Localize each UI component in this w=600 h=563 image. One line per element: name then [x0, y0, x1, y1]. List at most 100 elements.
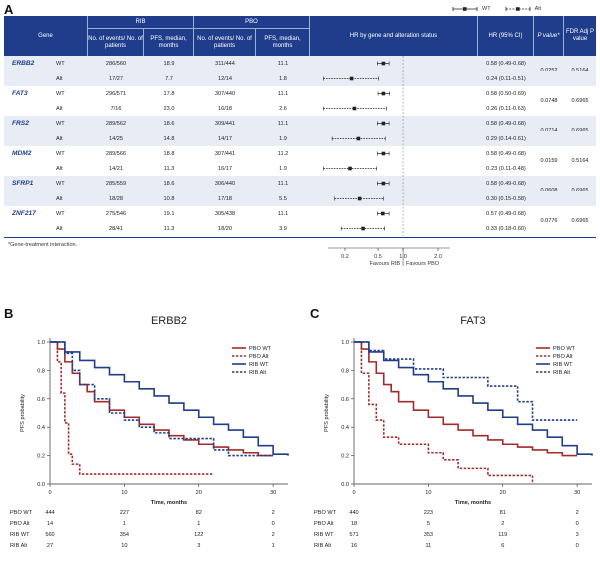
cell-status: WT: [56, 60, 65, 67]
x-tick-label: 30: [270, 490, 276, 496]
cell-p: 0.0748: [540, 98, 558, 104]
x-axis-label: Time, months: [151, 500, 187, 506]
legend-label: RIB WT: [249, 362, 269, 368]
cell-rib-events: 275/546: [105, 210, 127, 217]
hr-point: [357, 196, 362, 201]
risk-value: 2: [575, 510, 579, 516]
risk-value: 11: [425, 543, 432, 549]
cell-status: Alt: [56, 135, 63, 142]
x-tick-label: 0: [352, 490, 355, 496]
y-tick-label: 0.8: [341, 368, 349, 374]
y-tick-label: 0.4: [37, 425, 45, 431]
cell-hr-text: 0.58 (0.49-0.68): [486, 120, 526, 127]
risk-value: 18: [350, 521, 358, 527]
risk-value: 1: [197, 521, 201, 527]
risk-value: 3: [575, 532, 579, 538]
cell-rib-events: 289/562: [105, 120, 127, 127]
x-tick-label: 20: [500, 490, 506, 496]
header-pbo-pfs: PFS, median, months: [256, 29, 310, 56]
risk-value: 6: [501, 543, 505, 549]
cell-status: WT: [56, 90, 65, 97]
cell-pbo-events: 306/440: [214, 180, 236, 187]
cell-rib-pfs: 18.6: [163, 120, 175, 127]
cell-status: WT: [56, 150, 65, 157]
risk-value: 354: [119, 532, 130, 538]
header-fdr: FDR Adj P value: [565, 29, 594, 42]
y-tick-label: 0.2: [341, 454, 349, 460]
table-row: ERBB2 WT 286/560 18.9 311/444 11.1 0.58 (0.49-…: [4, 56, 596, 74]
risk-value: 14: [46, 521, 54, 527]
cell-fdr: 0.6965: [571, 98, 589, 104]
cell-rib-pfs: 18.8: [163, 150, 175, 157]
risk-value: 560: [45, 532, 55, 538]
km-curve: [354, 341, 578, 421]
cell-pbo-events: 16/17: [218, 165, 232, 172]
cell-fdr: [564, 221, 596, 251]
hr-table: Gene RIB No. of events/ No. of patients …: [4, 16, 596, 266]
risk-value: 444: [45, 510, 55, 516]
x-tick-label: 0: [48, 490, 51, 496]
risk-value: 10: [121, 543, 128, 549]
cell-pbo-pfs: 11.1: [277, 60, 289, 67]
cell-hr-text: 0.30 (0.15-0.58): [486, 195, 526, 202]
cell-hr-text: 0.58 (0.49-0.68): [486, 60, 526, 67]
y-tick-label: 0.6: [341, 397, 349, 403]
cell-hr-text: 0.26 (0.11-0.63): [486, 105, 526, 112]
header-gene: Gene: [4, 16, 88, 56]
forest-tick-label: 0.5: [374, 254, 382, 260]
cell-pbo-pfs: 11.1: [277, 120, 289, 127]
cell-p: [534, 221, 564, 251]
chart-title: ERBB2: [151, 315, 187, 327]
risk-row-label: RIB Alt: [314, 543, 332, 549]
cell-hr-text: 0.58 (0.49-0.68): [486, 150, 526, 157]
km-plot-erbb2: ERBB2 0.0 0.2 0.4 0.6 0.8 1.0 0 10 20 30 PFS probab…: [20, 315, 289, 506]
x-tick-label: 10: [121, 490, 127, 496]
table-row: Alt 7/16 23.0 16/18 2.6 0.26 (0.11-0.63): [4, 101, 596, 116]
legend-alt-label: Alt: [534, 6, 541, 12]
risk-row-label: RIB WT: [314, 532, 334, 538]
y-tick-label: 1.0: [37, 340, 45, 346]
cell-pbo-pfs: 11.2: [277, 150, 289, 157]
risk-value: 2: [271, 532, 275, 538]
cell-status: WT: [56, 120, 65, 127]
header-pbo-events: No. of events/ No. of patients: [194, 29, 256, 56]
cell-fdr: 0.6965: [571, 218, 589, 224]
table-row: Alt 18/28 10.8 17/18 5.5 0.30 (0.15-0.58): [4, 191, 596, 206]
header-rib-events: No. of events/ No. of patients: [88, 29, 144, 56]
forest-tick-label: 2.0: [434, 254, 442, 260]
hr-point: [356, 136, 361, 141]
y-tick-label: 1.0: [341, 340, 349, 346]
cell-rib-pfs: 18.9: [163, 60, 175, 67]
risk-value: 2: [501, 521, 505, 527]
y-tick-label: 0.6: [37, 397, 45, 403]
table-row: FRS2 WT 289/562 18.6 309/441 11.1 0.58 (0.49-0…: [4, 116, 596, 134]
hr-point: [349, 76, 354, 81]
cell-pbo-events: 309/441: [214, 120, 236, 127]
gene-name: FAT3: [12, 90, 28, 97]
footnote: *Gene-treatment interaction.: [8, 242, 78, 248]
cell-pbo-events: 17/18: [218, 195, 232, 202]
cell-status: Alt: [56, 75, 63, 82]
wt-legend-line-icon: [452, 7, 478, 11]
alt-legend-line-icon: [505, 7, 530, 11]
table-bottom-rule: [4, 237, 596, 238]
y-tick-label: 0.4: [341, 425, 349, 431]
panel-b-letter: B: [4, 306, 14, 321]
cell-rib-events: 285/559: [105, 180, 127, 187]
risk-value: 571: [349, 532, 359, 538]
risk-value: 223: [423, 510, 434, 516]
cell-rib-events: 14/21: [109, 165, 123, 172]
gene-name: MDM2: [12, 150, 32, 157]
cell-hr-text: 0.29 (0.14-0.61): [486, 135, 526, 142]
cell-pbo-pfs: 5.5: [279, 195, 287, 202]
x-axis-label: Time, months: [455, 500, 491, 506]
cell-pbo-pfs: 1.9: [279, 135, 287, 142]
cell-pbo-events: 307/440: [214, 90, 236, 97]
table-row: ZNF217 WT 275/546 19.1 305/438 11.1 0.57 (0.49…: [4, 206, 596, 224]
cell-pbo-pfs: 1.8: [279, 75, 287, 82]
cell-rib-events: 289/566: [105, 150, 127, 157]
km-curve: [354, 341, 534, 484]
risk-value: 16: [350, 543, 358, 549]
risk-value: 1: [271, 543, 275, 549]
risk-value: 81: [499, 510, 506, 516]
